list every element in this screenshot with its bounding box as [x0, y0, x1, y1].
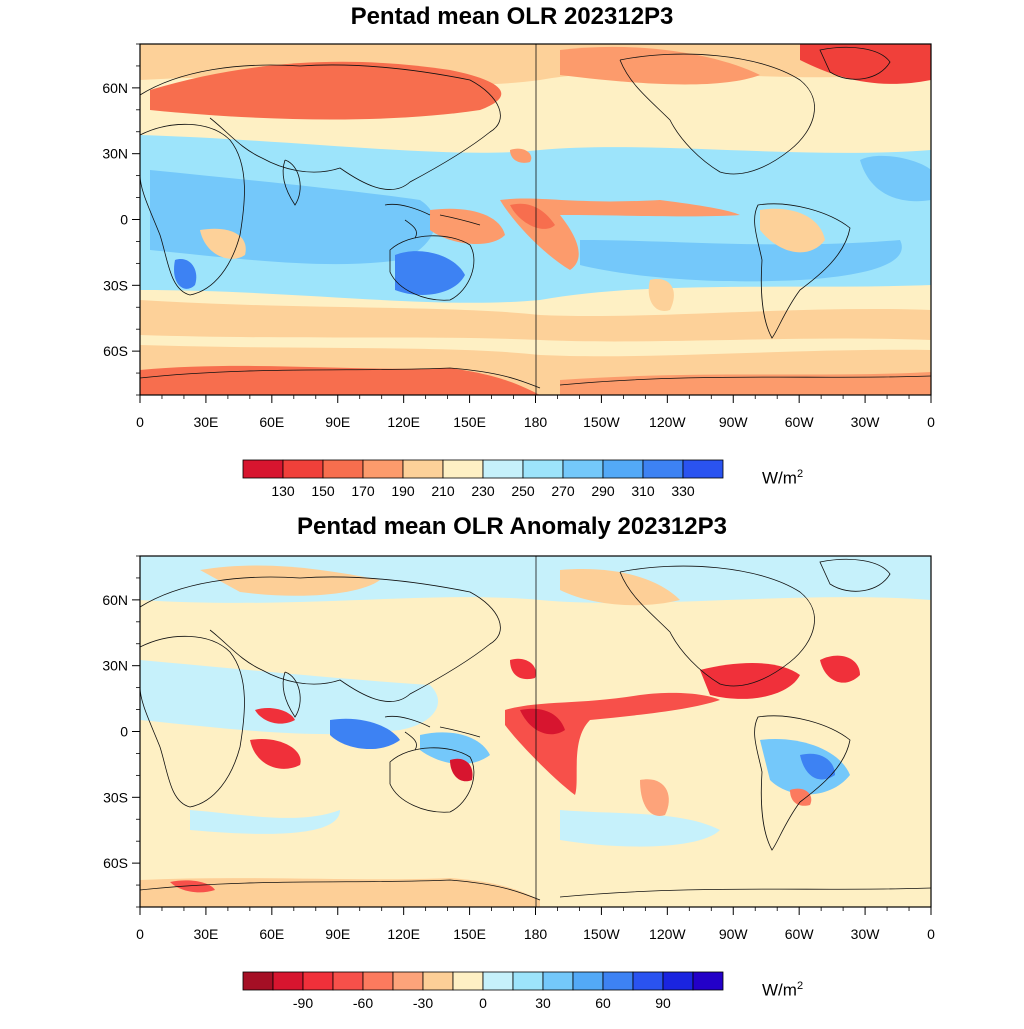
map-title-olr: Pentad mean OLR 202312P3 — [350, 3, 674, 30]
olr-anomaly-colorbar-tick-label: -30 — [413, 995, 433, 1011]
map-title-olr-anomaly: Pentad mean OLR Anomaly 202312P3 — [297, 513, 727, 540]
olr-anomaly-map-svg: 0 30E 60E 90E 120E 150E 180 150W 120W 90W 60W 30W 0 6… — [102, 555, 935, 1011]
olr-map-lon-label: 120E — [387, 414, 420, 430]
olr-anomaly-map-lat-label: 60N — [102, 592, 128, 608]
olr-anomaly-map-lat-label: 30N — [102, 658, 128, 674]
olr-map-lon-label: 150E — [453, 414, 486, 430]
olr-anomaly-colorbar-tick-label: 90 — [655, 995, 671, 1011]
olr-map-lon-label: 90E — [325, 414, 350, 430]
olr-colorbar-tick-label: 210 — [431, 483, 455, 499]
olr-colorbar-unit: W/m2 — [762, 468, 804, 488]
olr-map-lon-label: 90W — [719, 414, 749, 430]
olr-colorbar: 130 150 170 190 210 230 250 270 290 310 330 — [242, 459, 724, 499]
olr-colorbar-swatch — [522, 459, 564, 479]
olr-map-lon-label: 0 — [136, 414, 144, 430]
olr-anomaly-map-lon-label: 150W — [583, 926, 620, 942]
olr-map-lon-label: 60W — [785, 414, 815, 430]
olr-colorbar-tick-label: 250 — [511, 483, 535, 499]
olr-anomaly-map-lon-label: 180 — [524, 926, 548, 942]
olr-anomaly-map-lon-label: 0 — [927, 926, 935, 942]
olr-anomaly-map-lon-label: 120E — [387, 926, 420, 942]
olr-anomaly-map-axes: 0 30E 60E 90E 120E 150E 180 150W 120W 90W 60W 30W 0 6… — [102, 555, 935, 942]
olr-map-lon-label: 60E — [259, 414, 284, 430]
olr-anomaly-colorbar-swatch — [512, 971, 544, 991]
olr-map-field — [140, 44, 931, 395]
olr-map-lon-label: 30W — [851, 414, 881, 430]
olr-anomaly-colorbar-swatch — [392, 971, 424, 991]
olr-map-panel: 0 30E 60E 90E 120E 150E 180 150W 120W 90W 60W 30W 0 6… — [0, 0, 1024, 500]
olr-anomaly-map-lon-label: 60W — [785, 926, 815, 942]
olr-anomaly-map-field — [140, 556, 931, 907]
olr-colorbar-swatch — [362, 459, 404, 479]
olr-map-coastlines — [139, 46, 932, 389]
olr-anomaly-colorbar-unit: W/m2 — [762, 980, 804, 1000]
olr-map-axes: 0 30E 60E 90E 120E 150E 180 150W 120W 90W 60W 30W 0 6… — [102, 43, 935, 430]
olr-anomaly-colorbar-swatch — [362, 971, 394, 991]
olr-anomaly-colorbar-swatch — [302, 971, 334, 991]
olr-anomaly-colorbar-tick-label: 60 — [595, 995, 611, 1011]
olr-colorbar-tick-label: 270 — [551, 483, 575, 499]
olr-map-lat-label: 0 — [120, 212, 128, 228]
olr-anomaly-colorbar-tick-label: -60 — [353, 995, 373, 1011]
olr-colorbar-tick-label: 150 — [311, 483, 335, 499]
olr-colorbar-tick-label: 330 — [671, 483, 695, 499]
olr-anomaly-map-lon-label: 150E — [453, 926, 486, 942]
olr-anomaly-colorbar-tick-label: -90 — [293, 995, 313, 1011]
olr-anomaly-map-lon-label: 60E — [259, 926, 284, 942]
olr-anomaly-map-lon-label: 90E — [325, 926, 350, 942]
olr-map-svg: 0 30E 60E 90E 120E 150E 180 150W 120W 90W 60W 30W 0 6… — [102, 43, 935, 499]
olr-colorbar-tick-label: 190 — [391, 483, 415, 499]
olr-anomaly-colorbar-swatch — [632, 971, 664, 991]
olr-colorbar-tick-label: 290 — [591, 483, 615, 499]
olr-anomaly-map-lon-label: 30E — [193, 926, 218, 942]
olr-anomaly-colorbar-swatch — [542, 971, 574, 991]
olr-anomaly-colorbar-tick-label: 30 — [535, 995, 551, 1011]
olr-map-lon-label: 150W — [583, 414, 620, 430]
olr-anomaly-colorbar-swatch — [692, 971, 724, 991]
olr-anomaly-colorbar-swatch — [602, 971, 634, 991]
olr-anomaly-colorbar-swatch — [452, 971, 484, 991]
olr-anomaly-map-lat-label: 0 — [120, 724, 128, 740]
olr-anomaly-map-lon-label: 30W — [851, 926, 881, 942]
olr-colorbar-tick-label: 130 — [271, 483, 295, 499]
olr-anomaly-colorbar-swatch — [422, 971, 454, 991]
olr-map-lat-label: 60S — [103, 343, 128, 359]
olr-colorbar-tick-label: 310 — [631, 483, 655, 499]
olr-colorbar-swatch — [642, 459, 684, 479]
olr-anomaly-map-lon-label: 90W — [719, 926, 749, 942]
olr-colorbar-swatch — [242, 459, 284, 479]
olr-colorbar-swatch — [602, 459, 644, 479]
olr-map-lon-label: 30E — [193, 414, 218, 430]
olr-anomaly-colorbar-swatch — [332, 971, 364, 991]
olr-anomaly-map-panel: 0 30E 60E 90E 120E 150E 180 150W 120W 90W 60W 30W 0 6… — [0, 510, 1024, 1024]
olr-map-lat-label: 30S — [103, 277, 128, 293]
olr-colorbar-tick-label: 230 — [471, 483, 495, 499]
olr-map-lat-label: 60N — [102, 80, 128, 96]
olr-anomaly-colorbar-swatch — [572, 971, 604, 991]
olr-map-lon-label: 180 — [524, 414, 548, 430]
olr-anomaly-colorbar-swatch — [272, 971, 304, 991]
olr-map-lon-label: 120W — [649, 414, 686, 430]
olr-anomaly-colorbar: -90 -60 -30 0 30 60 90 — [242, 971, 724, 1011]
olr-colorbar-swatch — [282, 459, 324, 479]
olr-colorbar-swatch — [682, 459, 724, 479]
olr-anomaly-map-coastlines — [139, 558, 932, 901]
olr-anomaly-colorbar-swatch — [242, 971, 274, 991]
olr-anomaly-map-lon-label: 120W — [649, 926, 686, 942]
olr-colorbar-swatch — [322, 459, 364, 479]
olr-anomaly-colorbar-tick-label: 0 — [479, 995, 487, 1011]
olr-anomaly-map-lon-label: 0 — [136, 926, 144, 942]
olr-anomaly-colorbar-swatch — [662, 971, 694, 991]
olr-anomaly-map-lat-label: 30S — [103, 789, 128, 805]
olr-colorbar-swatch — [442, 459, 484, 479]
olr-colorbar-swatch — [562, 459, 604, 479]
olr-map-lat-label: 30N — [102, 146, 128, 162]
olr-colorbar-swatch — [402, 459, 444, 479]
olr-anomaly-map-lat-label: 60S — [103, 855, 128, 871]
olr-colorbar-swatch — [482, 459, 524, 479]
olr-map-lon-label: 0 — [927, 414, 935, 430]
olr-colorbar-tick-label: 170 — [351, 483, 375, 499]
olr-anomaly-colorbar-swatch — [482, 971, 514, 991]
